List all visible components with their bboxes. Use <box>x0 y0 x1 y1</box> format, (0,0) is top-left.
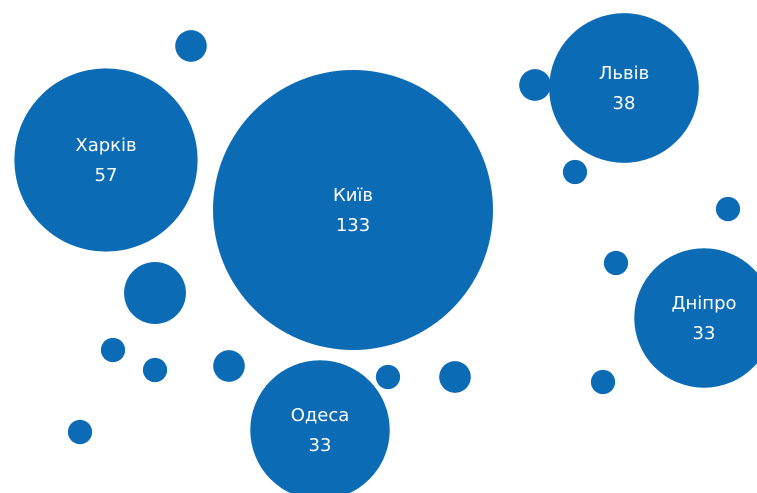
bubble-name: Київ <box>333 185 373 206</box>
bubble <box>603 250 629 276</box>
bubble <box>175 30 207 62</box>
bubble <box>439 361 471 393</box>
bubble <box>14 68 198 252</box>
bubble <box>634 248 757 388</box>
bubble <box>142 357 168 383</box>
bubble-name: Львів <box>599 63 649 84</box>
bubble <box>519 69 551 101</box>
bubble <box>67 419 93 445</box>
bubble <box>124 262 186 324</box>
bubble-value: 57 <box>95 165 118 186</box>
bubble <box>213 70 493 350</box>
bubble <box>213 350 245 382</box>
bubble-name: Дніпро <box>671 293 736 314</box>
bubble-name: Одеса <box>291 405 350 426</box>
bubble-value: 133 <box>336 215 370 236</box>
bubble <box>549 13 699 163</box>
bubble <box>100 337 126 363</box>
bubble-value: 33 <box>693 323 716 344</box>
bubble <box>375 364 401 390</box>
bubble-value: 33 <box>309 435 332 456</box>
bubble <box>250 360 390 493</box>
bubble <box>562 159 588 185</box>
bubble-name: Харків <box>75 135 136 156</box>
bubble-value: 38 <box>613 93 636 114</box>
bubble <box>590 369 616 395</box>
bubble <box>715 196 741 222</box>
